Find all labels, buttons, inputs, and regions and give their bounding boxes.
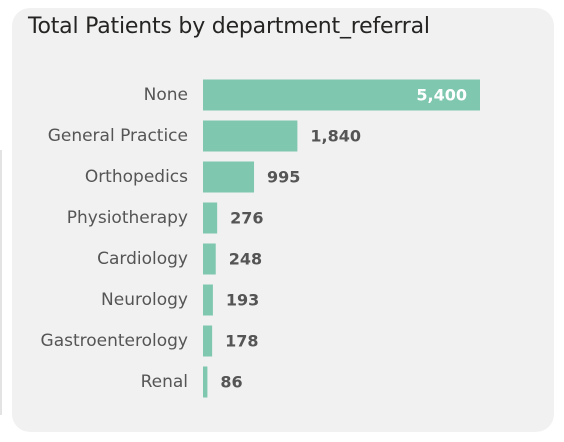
- value-label-neurology: 193: [226, 291, 259, 310]
- category-label-orthopedics: Orthopedics: [85, 167, 188, 187]
- bar-cardiology[interactable]: [203, 243, 216, 275]
- bar-chart: None 5,400 General Practice 1,840 Orthopedic…: [41, 79, 480, 398]
- bar-none[interactable]: [203, 79, 480, 111]
- bar-neurology[interactable]: [203, 284, 213, 316]
- value-label-none: 5,400: [416, 86, 467, 105]
- chart-title: Total Patients by department_referral: [28, 14, 430, 39]
- category-label-neurology: Neurology: [101, 290, 188, 310]
- value-label-renal: 86: [220, 373, 242, 392]
- bar-general-practice[interactable]: [203, 120, 298, 152]
- bar-orthopedics[interactable]: [203, 161, 255, 193]
- value-label-physiotherapy: 276: [230, 209, 263, 228]
- value-label-general-practice: 1,840: [310, 127, 361, 146]
- bar-renal[interactable]: [203, 366, 208, 398]
- category-label-none: None: [144, 85, 188, 105]
- bar-physiotherapy[interactable]: [203, 202, 218, 234]
- value-label-cardiology: 248: [229, 250, 262, 269]
- category-label-gastroenterology: Gastroenterology: [41, 331, 188, 351]
- category-label-general-practice: General Practice: [48, 126, 188, 146]
- chart-card[interactable]: Total Patients by department_referral No…: [12, 8, 554, 432]
- value-label-gastroenterology: 178: [225, 332, 258, 351]
- category-label-renal: Renal: [141, 372, 188, 392]
- category-label-physiotherapy: Physiotherapy: [67, 208, 188, 228]
- bar-gastroenterology[interactable]: [203, 325, 213, 357]
- category-label-cardiology: Cardiology: [97, 249, 188, 269]
- value-label-orthopedics: 995: [267, 168, 300, 187]
- adjacent-visual-edge: [0, 150, 2, 415]
